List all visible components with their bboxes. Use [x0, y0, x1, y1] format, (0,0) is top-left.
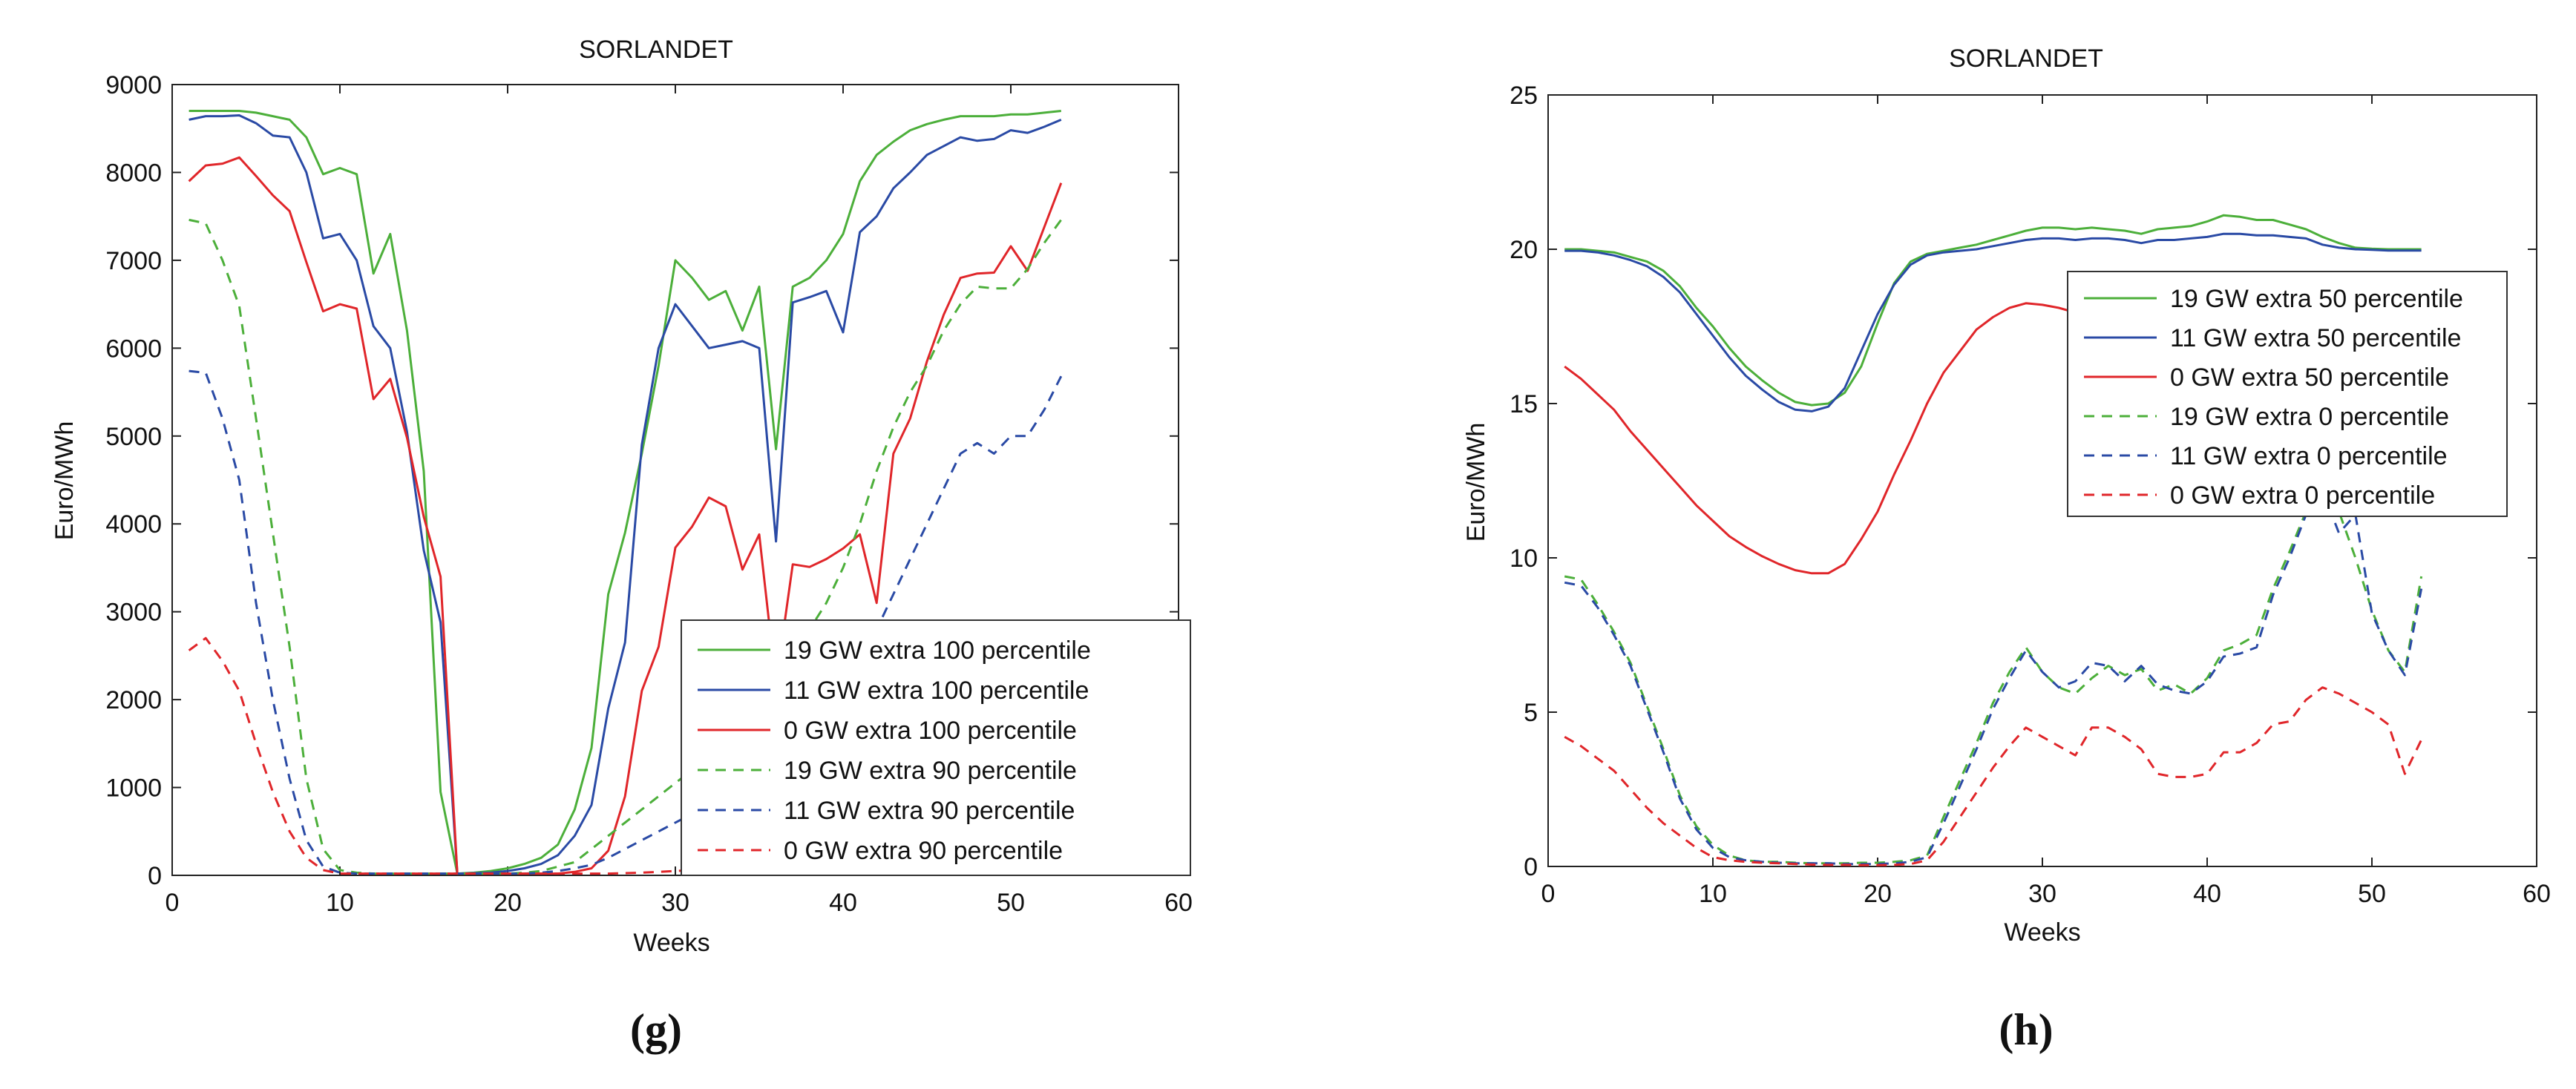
x-tick-label: 30: [661, 889, 689, 917]
series-line-4: [1564, 485, 2423, 865]
panel-g: SORLANDET 0 10 20 30 40 50 60 0 1000 2000 3000 4000…: [50, 36, 1193, 1054]
legend-label: 0 GW extra 50 percentile: [2170, 363, 2449, 392]
x-axis-label: Weeks: [2004, 918, 2080, 947]
series-line-5: [1564, 489, 2423, 866]
chart-title: SORLANDET: [1949, 45, 2103, 73]
x-tick-label: 20: [1864, 880, 1892, 908]
series-line-3: [188, 156, 1063, 875]
y-tick-label: 7000: [105, 247, 162, 275]
y-tick-label: 0: [1524, 853, 1538, 881]
y-tick-label: 10: [1510, 544, 1538, 573]
panel-label: (g): [630, 1005, 682, 1054]
y-axis-label: Euro/MWh: [1462, 423, 1490, 542]
series-line-6: [1564, 686, 2422, 866]
legend-label: 11 GW extra 90 percentile: [784, 797, 1075, 825]
y-tick-label: 0: [148, 862, 162, 890]
series-line-2: [189, 114, 1062, 875]
y-tick-label: 9000: [105, 71, 162, 99]
y-tick-label: 8000: [105, 159, 162, 187]
axis-ticks: 0 10 20 30 40 50 60 0 1000 2000 3000 4000 5000 6000 70…: [105, 71, 1193, 917]
x-tick-label: 40: [2193, 880, 2221, 908]
y-tick-label: 5000: [105, 423, 162, 451]
legend-label: 19 GW extra 0 percentile: [2170, 403, 2449, 431]
legend-label: 11 GW extra 50 percentile: [2170, 324, 2461, 352]
x-tick-label: 0: [165, 889, 180, 917]
panel-label: (h): [1999, 1005, 2053, 1054]
legend-label: 0 GW extra 0 percentile: [2170, 481, 2435, 510]
x-axis-label: Weeks: [633, 929, 709, 957]
legend-label: 19 GW extra 100 percentile: [784, 636, 1091, 665]
series-line-2: [1564, 232, 2422, 412]
x-tick-label: 60: [1164, 889, 1193, 917]
legend-label: 0 GW extra 100 percentile: [784, 717, 1077, 745]
x-tick-label: 10: [1699, 880, 1727, 908]
legend-box: [2067, 271, 2508, 517]
x-tick-label: 0: [1541, 880, 1556, 908]
axis-ticks: 0 10 20 30 40 50 60 0 5 10 15 20 25: [1510, 82, 2551, 908]
y-tick-label: 1000: [105, 774, 162, 803]
legend-label: 19 GW extra 50 percentile: [2170, 285, 2463, 313]
legend-box: [681, 619, 1191, 876]
y-tick-label: 6000: [105, 335, 162, 363]
legend-label: 11 GW extra 100 percentile: [784, 677, 1089, 705]
y-tick-label: 2000: [105, 686, 162, 714]
y-tick-label: 3000: [105, 599, 162, 627]
series-lines: [1564, 214, 2423, 866]
series-line-1: [189, 110, 1061, 875]
y-tick-label: 5: [1524, 699, 1538, 727]
legend-label: 19 GW extra 90 percentile: [784, 757, 1077, 785]
x-tick-label: 60: [2523, 880, 2551, 908]
legend-label: 11 GW extra 0 percentile: [2170, 442, 2448, 470]
series-line-1: [1564, 214, 2422, 407]
series-line-4: [189, 218, 1063, 875]
legend-label: 0 GW extra 90 percentile: [784, 837, 1063, 865]
y-tick-label: 4000: [105, 510, 162, 539]
x-tick-label: 40: [829, 889, 857, 917]
chart-title: SORLANDET: [579, 36, 733, 64]
x-tick-label: 30: [2028, 880, 2056, 908]
x-tick-label: 50: [997, 889, 1025, 917]
x-tick-label: 10: [326, 889, 354, 917]
x-tick-label: 20: [494, 889, 522, 917]
series-line-5: [189, 369, 1063, 875]
y-tick-label: 15: [1510, 390, 1538, 418]
legend: 19 GW extra 50 percentile 11 GW extra 50 …: [2067, 271, 2508, 517]
legend: 19 GW extra 100 percentile 11 GW extra 10…: [681, 619, 1191, 876]
y-tick-label: 20: [1510, 236, 1538, 264]
y-tick-label: 25: [1510, 82, 1538, 110]
x-tick-label: 50: [2358, 880, 2386, 908]
y-axis-label: Euro/MWh: [50, 421, 79, 541]
